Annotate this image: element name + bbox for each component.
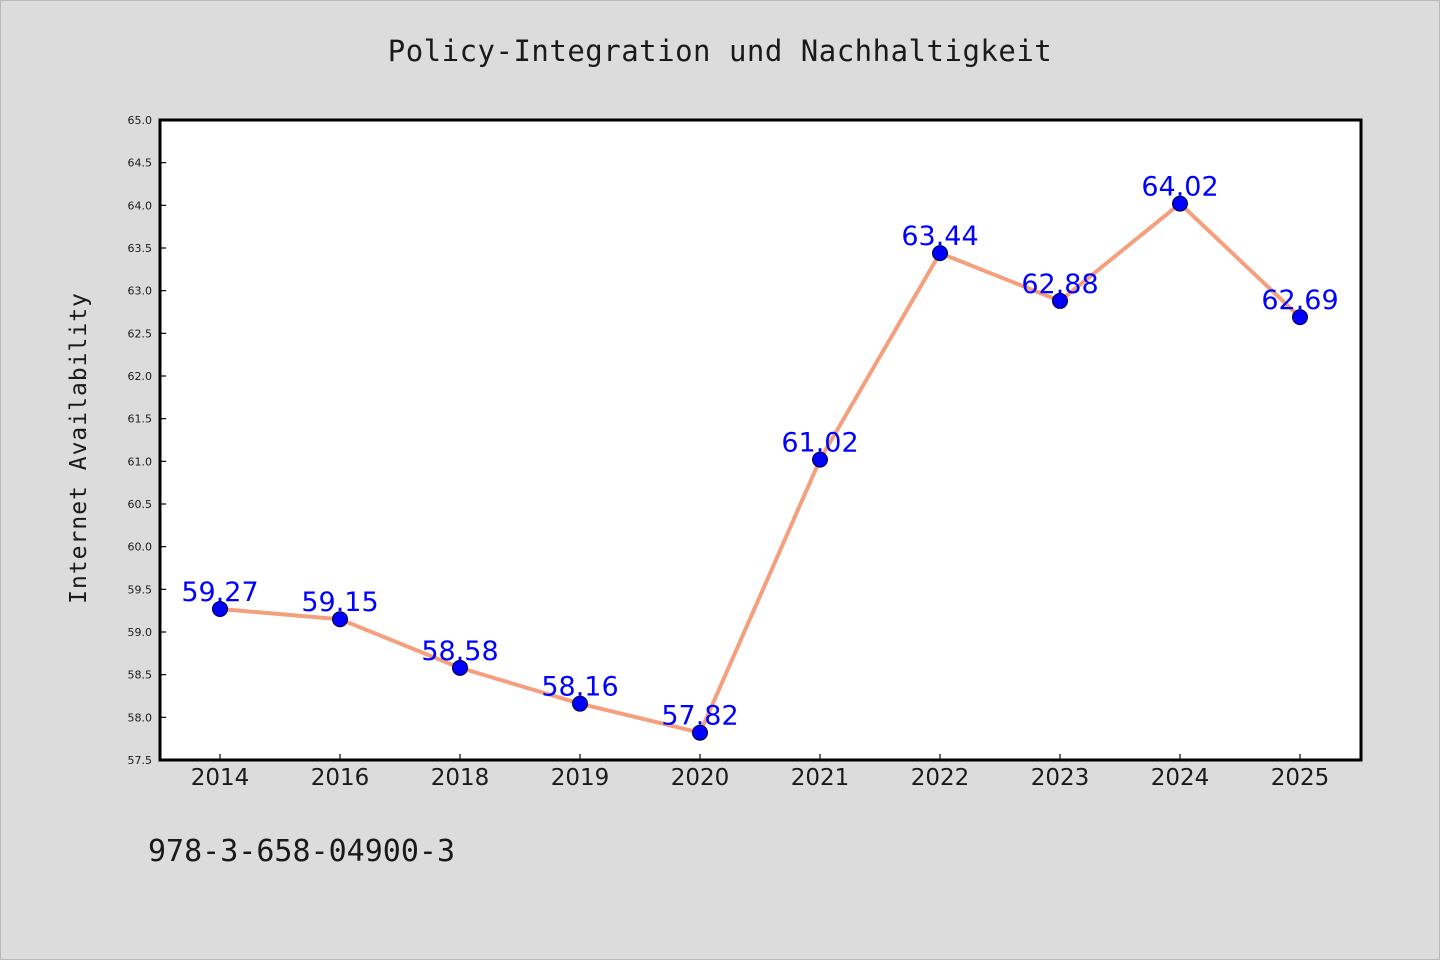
chart-title: Policy-Integration und Nachhaltigkeit <box>387 34 1053 68</box>
y-tick-label: 58.0 <box>128 711 153 724</box>
data-point-marker <box>692 724 708 741</box>
data-point-marker <box>452 659 468 676</box>
x-tick-label: 2023 <box>1031 765 1090 791</box>
x-tick-label: 2020 <box>671 765 730 791</box>
x-axis-ticks: 2014 2016 2018 2019 2020 2021 2022 2023 2024 2025 <box>191 754 1330 791</box>
data-point-marker <box>332 611 348 628</box>
y-axis-label: Internet Availability <box>66 292 92 604</box>
isbn-caption: 978-3-658-04900-3 <box>148 834 456 869</box>
y-tick-label: 62.5 <box>128 327 153 340</box>
data-label: 63.44 <box>901 221 978 252</box>
data-label: 58.16 <box>541 672 618 703</box>
series-line-group <box>218 201 1302 735</box>
x-tick-label: 2021 <box>791 765 850 791</box>
data-point-marker <box>1292 309 1308 326</box>
y-tick-label: 61.0 <box>128 455 153 468</box>
data-point-marker <box>932 245 948 262</box>
y-tick-label: 65.0 <box>128 114 153 127</box>
data-label: 64.02 <box>1141 172 1218 203</box>
y-tick-label: 62.0 <box>128 370 153 383</box>
data-label: 58.58 <box>421 636 498 667</box>
data-point-marker <box>572 695 588 712</box>
y-tick-label: 57.5 <box>128 754 153 767</box>
y-tick-label: 61.5 <box>128 413 153 426</box>
data-point-marker <box>1172 195 1188 212</box>
y-tick-label: 64.5 <box>128 157 153 170</box>
data-point-marker <box>812 451 828 468</box>
x-tick-label: 2016 <box>311 765 370 791</box>
markers-group <box>212 195 1308 741</box>
data-label: 62.69 <box>1261 285 1338 316</box>
x-tick-label: 2024 <box>1151 765 1210 791</box>
y-tick-label: 60.0 <box>128 541 153 554</box>
x-tick-label: 2022 <box>911 765 970 791</box>
series-line <box>218 201 1302 735</box>
y-axis-ticks: 57.5 58.0 58.5 59.0 59.5 60.0 60.5 61.0 61.5 62.0… <box>128 114 166 767</box>
x-tick-label: 2014 <box>191 765 250 791</box>
data-label: 59.15 <box>301 587 378 618</box>
plot-area <box>158 118 1363 762</box>
y-tick-label: 59.5 <box>128 583 153 596</box>
y-tick-label: 59.0 <box>128 626 153 639</box>
data-labels-group: 59.27 59.15 58.58 58.16 57.82 61.02 63.44 62.88… <box>181 172 1338 732</box>
y-tick-label: 64.0 <box>128 199 153 212</box>
data-label: 59.27 <box>181 577 258 608</box>
y-tick-label: 63.0 <box>128 285 153 298</box>
y-tick-label: 63.5 <box>128 242 153 255</box>
x-tick-label: 2025 <box>1271 765 1330 791</box>
data-label: 62.88 <box>1021 269 1098 300</box>
y-tick-label: 60.5 <box>128 498 153 511</box>
data-point-marker <box>212 600 228 617</box>
x-tick-label: 2018 <box>431 765 490 791</box>
data-label: 61.02 <box>781 428 858 459</box>
x-tick-label: 2019 <box>551 765 610 791</box>
y-tick-label: 58.5 <box>128 669 153 682</box>
data-point-marker <box>1052 292 1068 309</box>
data-label: 57.82 <box>661 701 738 732</box>
